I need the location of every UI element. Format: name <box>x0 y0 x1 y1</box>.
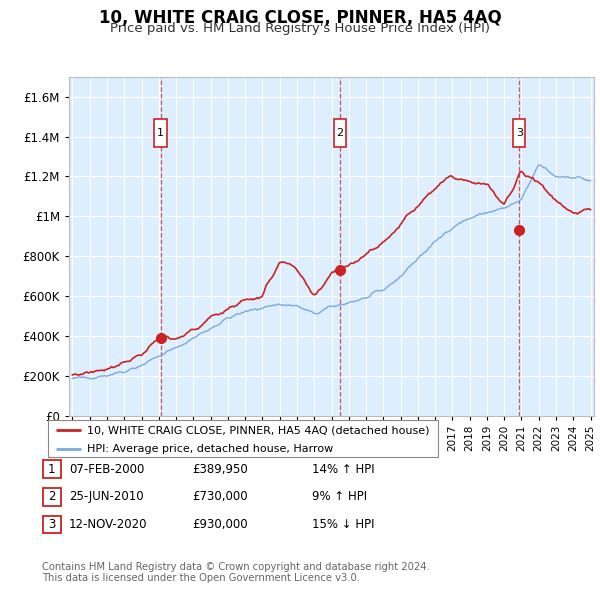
Text: 25-JUN-2010: 25-JUN-2010 <box>69 490 143 503</box>
Text: 10, WHITE CRAIG CLOSE, PINNER, HA5 4AQ: 10, WHITE CRAIG CLOSE, PINNER, HA5 4AQ <box>98 9 502 27</box>
Text: 9% ↑ HPI: 9% ↑ HPI <box>312 490 367 503</box>
FancyBboxPatch shape <box>513 119 525 146</box>
Text: 14% ↑ HPI: 14% ↑ HPI <box>312 463 374 476</box>
FancyBboxPatch shape <box>154 119 167 146</box>
Text: £730,000: £730,000 <box>192 490 248 503</box>
Text: £930,000: £930,000 <box>192 518 248 531</box>
Text: 2: 2 <box>337 127 344 137</box>
FancyBboxPatch shape <box>334 119 346 146</box>
Text: 2: 2 <box>48 490 56 503</box>
Text: 1: 1 <box>48 463 56 476</box>
Text: 10, WHITE CRAIG CLOSE, PINNER, HA5 4AQ (detached house): 10, WHITE CRAIG CLOSE, PINNER, HA5 4AQ (… <box>87 425 430 435</box>
Text: 12-NOV-2020: 12-NOV-2020 <box>69 518 148 531</box>
Text: HPI: Average price, detached house, Harrow: HPI: Average price, detached house, Harr… <box>87 444 333 454</box>
Text: 3: 3 <box>48 518 56 531</box>
Text: Contains HM Land Registry data © Crown copyright and database right 2024.
This d: Contains HM Land Registry data © Crown c… <box>42 562 430 584</box>
Text: 15% ↓ HPI: 15% ↓ HPI <box>312 518 374 531</box>
Text: 3: 3 <box>516 127 523 137</box>
Text: Price paid vs. HM Land Registry's House Price Index (HPI): Price paid vs. HM Land Registry's House … <box>110 22 490 35</box>
Text: 07-FEB-2000: 07-FEB-2000 <box>69 463 145 476</box>
Text: 1: 1 <box>157 127 164 137</box>
Text: £389,950: £389,950 <box>192 463 248 476</box>
